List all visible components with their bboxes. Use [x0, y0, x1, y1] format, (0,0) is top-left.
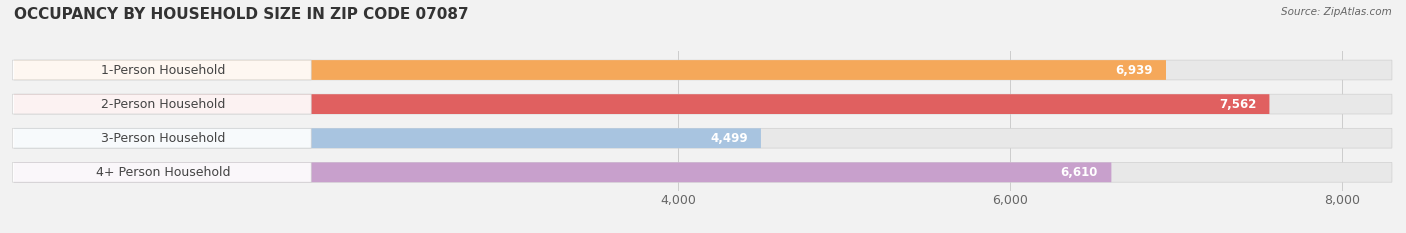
- Text: 4+ Person Household: 4+ Person Household: [96, 166, 231, 179]
- FancyBboxPatch shape: [14, 162, 1392, 182]
- Text: 1-Person Household: 1-Person Household: [101, 64, 225, 76]
- FancyBboxPatch shape: [13, 60, 311, 80]
- FancyBboxPatch shape: [14, 128, 1392, 148]
- FancyBboxPatch shape: [14, 162, 1111, 182]
- Text: 6,610: 6,610: [1060, 166, 1098, 179]
- FancyBboxPatch shape: [13, 128, 311, 148]
- Text: 3-Person Household: 3-Person Household: [101, 132, 225, 145]
- Text: 4,499: 4,499: [710, 132, 748, 145]
- FancyBboxPatch shape: [14, 94, 1270, 114]
- Text: 2-Person Household: 2-Person Household: [101, 98, 225, 111]
- FancyBboxPatch shape: [13, 162, 311, 182]
- Text: OCCUPANCY BY HOUSEHOLD SIZE IN ZIP CODE 07087: OCCUPANCY BY HOUSEHOLD SIZE IN ZIP CODE …: [14, 7, 468, 22]
- FancyBboxPatch shape: [14, 60, 1392, 80]
- FancyBboxPatch shape: [14, 94, 1392, 114]
- Text: 6,939: 6,939: [1115, 64, 1153, 76]
- Text: 7,562: 7,562: [1219, 98, 1256, 111]
- FancyBboxPatch shape: [14, 128, 761, 148]
- FancyBboxPatch shape: [13, 94, 311, 114]
- FancyBboxPatch shape: [14, 60, 1166, 80]
- Text: Source: ZipAtlas.com: Source: ZipAtlas.com: [1281, 7, 1392, 17]
